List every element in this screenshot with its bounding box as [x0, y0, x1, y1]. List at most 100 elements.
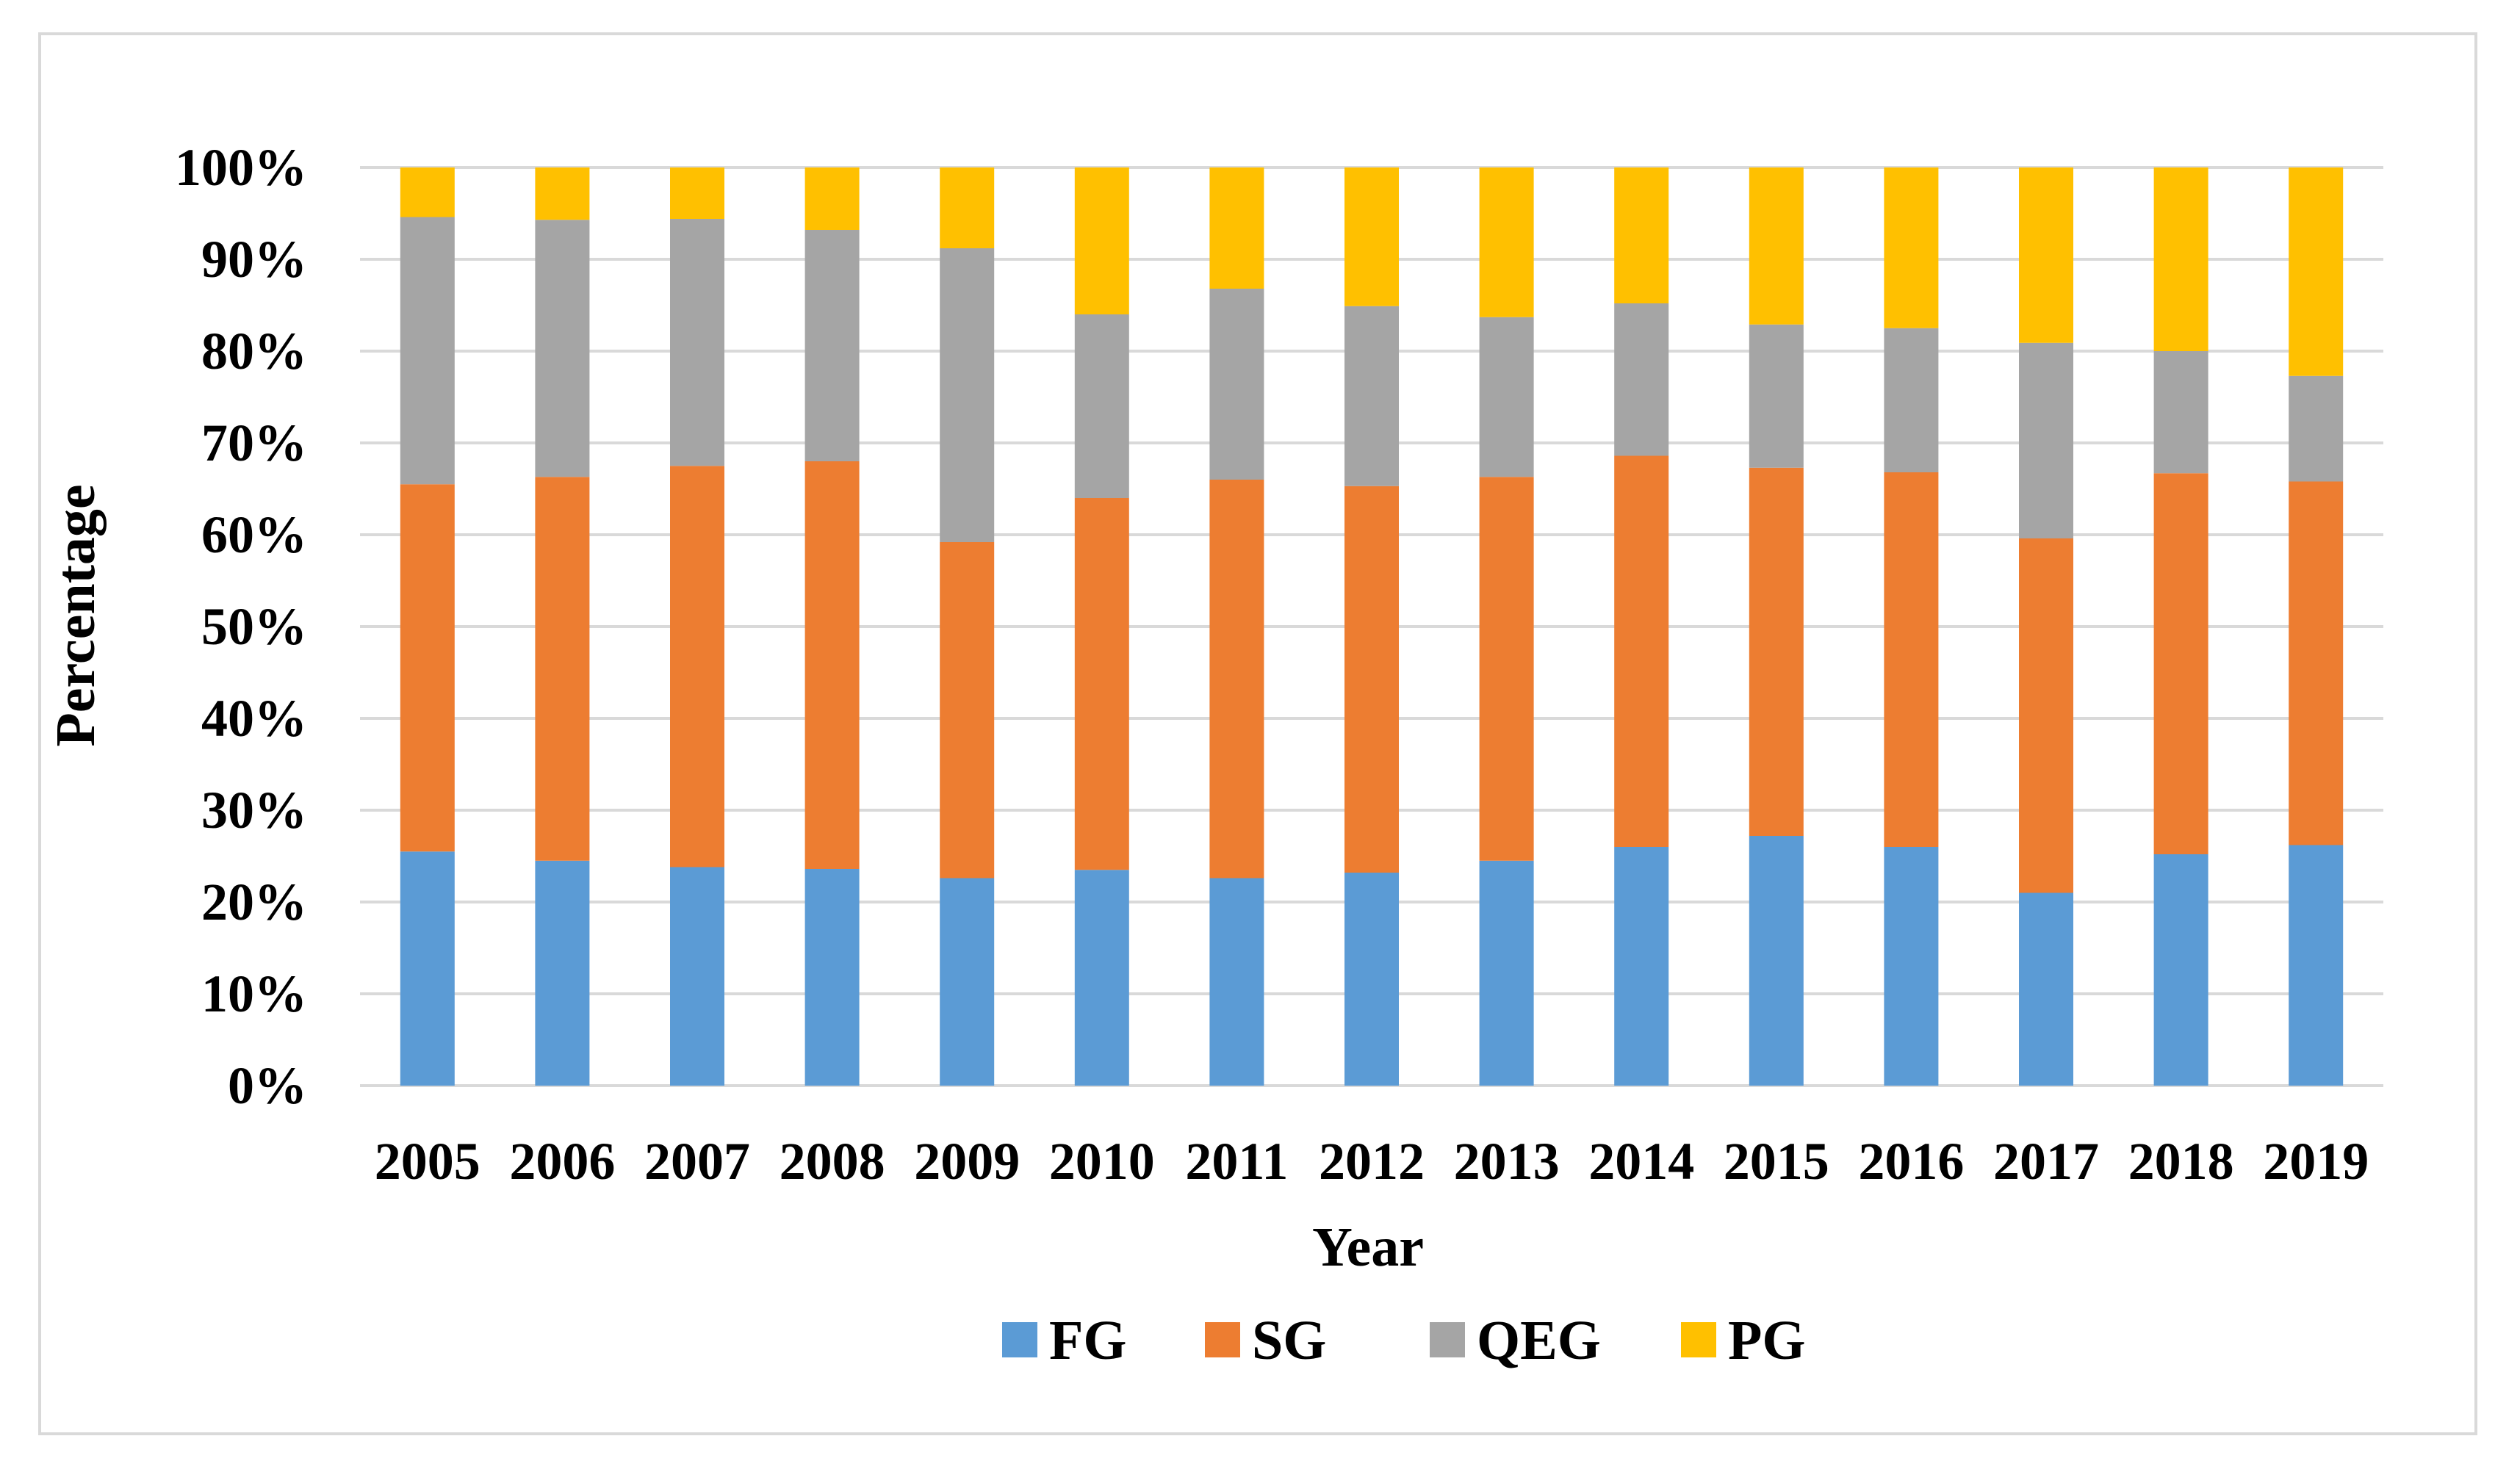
- bar-sg-2017: [2019, 538, 2073, 893]
- x-tick-label: 2005: [375, 1132, 480, 1191]
- bar-fg-2017: [2019, 892, 2073, 1086]
- bar-pg-2007: [670, 167, 724, 219]
- bar-pg-2019: [2289, 167, 2344, 376]
- bar-qeg-2007: [670, 219, 724, 466]
- bar-pg-2008: [804, 167, 860, 230]
- bar-fg-2019: [2289, 845, 2344, 1086]
- bar-pg-2017: [2019, 167, 2073, 343]
- bar-pg-2010: [1074, 167, 1129, 314]
- x-axis-ticks: 2005 2006 2007 2008 2009 2010 2011 2012 2013 2014…: [375, 1132, 2369, 1191]
- bar-fg-2010: [1074, 870, 1129, 1086]
- x-tick-label: 2006: [509, 1132, 615, 1191]
- bar-fg-2013: [1479, 860, 1534, 1086]
- bar-fg-2005: [400, 851, 455, 1086]
- x-tick-label: 2013: [1454, 1132, 1560, 1191]
- bar-sg-2014: [1614, 455, 1669, 847]
- y-tick-label: 70%: [201, 414, 307, 472]
- x-tick-label: 2009: [914, 1132, 1020, 1191]
- legend-swatch-pg: [1681, 1322, 1716, 1357]
- y-tick-label: 10%: [201, 964, 307, 1023]
- bar-fg-2006: [535, 860, 590, 1086]
- bar-qeg-2014: [1614, 303, 1669, 456]
- bar-sg-2013: [1479, 477, 1534, 861]
- bar-qeg-2015: [1749, 324, 1804, 468]
- bar-qeg-2017: [2019, 342, 2073, 538]
- bar-fg-2015: [1749, 836, 1804, 1086]
- bar-fg-2011: [1209, 878, 1264, 1086]
- bar-pg-2013: [1479, 167, 1534, 317]
- bar-pg-2015: [1749, 167, 1804, 325]
- bar-sg-2005: [400, 484, 455, 852]
- y-tick-label: 20%: [201, 873, 307, 931]
- x-tick-label: 2019: [2263, 1132, 2369, 1191]
- y-tick-label: 60%: [201, 505, 307, 564]
- bar-sg-2009: [940, 542, 995, 878]
- x-tick-label: 2015: [1724, 1132, 1829, 1191]
- x-tick-label: 2018: [2128, 1132, 2234, 1191]
- bar-sg-2019: [2289, 481, 2344, 845]
- bar-fg-2016: [1884, 847, 1939, 1086]
- bar-qeg-2018: [2153, 351, 2208, 474]
- bar-qeg-2013: [1479, 317, 1534, 477]
- y-tick-label: 80%: [201, 322, 307, 380]
- x-tick-label: 2014: [1588, 1132, 1694, 1191]
- bar-fg-2014: [1614, 847, 1669, 1086]
- x-tick-label: 2007: [644, 1132, 750, 1191]
- bar-sg-2010: [1074, 498, 1129, 870]
- legend: FG SG QEG PG: [1002, 1310, 1806, 1371]
- bar-fg-2009: [940, 878, 995, 1086]
- legend-swatch-qeg: [1430, 1322, 1465, 1357]
- bar-qeg-2006: [535, 220, 590, 477]
- legend-label-pg: PG: [1728, 1310, 1806, 1371]
- bar-pg-2012: [1344, 167, 1399, 306]
- bar-pg-2005: [400, 167, 455, 217]
- bar-pg-2006: [535, 167, 590, 220]
- bar-sg-2006: [535, 477, 590, 861]
- legend-label-qeg: QEG: [1477, 1310, 1601, 1371]
- y-tick-label: 30%: [201, 781, 307, 840]
- bar-fg-2018: [2153, 854, 2208, 1086]
- bar-qeg-2010: [1074, 314, 1129, 498]
- x-tick-label: 2017: [1993, 1132, 2099, 1191]
- bar-qeg-2009: [940, 248, 995, 542]
- y-tick-label: 40%: [201, 689, 307, 748]
- bar-qeg-2008: [804, 230, 860, 461]
- bar-sg-2015: [1749, 467, 1804, 836]
- bar-pg-2016: [1884, 167, 1939, 328]
- legend-swatch-sg: [1205, 1322, 1240, 1357]
- x-axis-title: Year: [1312, 1216, 1424, 1278]
- x-tick-label: 2011: [1185, 1132, 1288, 1191]
- bars: [400, 167, 2344, 1086]
- bar-sg-2007: [670, 466, 724, 867]
- y-tick-label: 100%: [175, 138, 307, 197]
- legend-label-fg: FG: [1049, 1310, 1127, 1371]
- bar-pg-2009: [940, 167, 995, 248]
- legend-label-sg: SG: [1252, 1310, 1326, 1371]
- bar-fg-2007: [670, 867, 724, 1086]
- x-tick-label: 2010: [1049, 1132, 1155, 1191]
- bar-sg-2008: [804, 461, 860, 869]
- y-tick-label: 0%: [228, 1056, 307, 1115]
- y-tick-label: 50%: [201, 597, 307, 656]
- y-tick-label: 90%: [201, 230, 307, 289]
- bar-fg-2012: [1344, 873, 1399, 1086]
- bar-pg-2011: [1209, 167, 1264, 289]
- bar-sg-2018: [2153, 473, 2208, 854]
- bar-qeg-2012: [1344, 306, 1399, 486]
- bar-qeg-2016: [1884, 328, 1939, 472]
- y-axis-title: Percentage: [45, 484, 107, 746]
- bar-sg-2011: [1209, 480, 1264, 878]
- legend-swatch-fg: [1002, 1322, 1037, 1357]
- bar-fg-2008: [804, 869, 860, 1086]
- x-tick-label: 2012: [1319, 1132, 1425, 1191]
- x-tick-label: 2016: [1858, 1132, 1964, 1191]
- bar-sg-2016: [1884, 472, 1939, 847]
- bar-sg-2012: [1344, 486, 1399, 873]
- y-axis-ticks: 0% 10% 20% 30% 40% 50% 60% 70% 80% 90% 100%: [175, 138, 307, 1115]
- bar-pg-2018: [2153, 167, 2208, 351]
- x-tick-label: 2008: [780, 1132, 885, 1191]
- bar-qeg-2019: [2289, 375, 2344, 482]
- bar-qeg-2011: [1209, 289, 1264, 480]
- bar-pg-2014: [1614, 167, 1669, 303]
